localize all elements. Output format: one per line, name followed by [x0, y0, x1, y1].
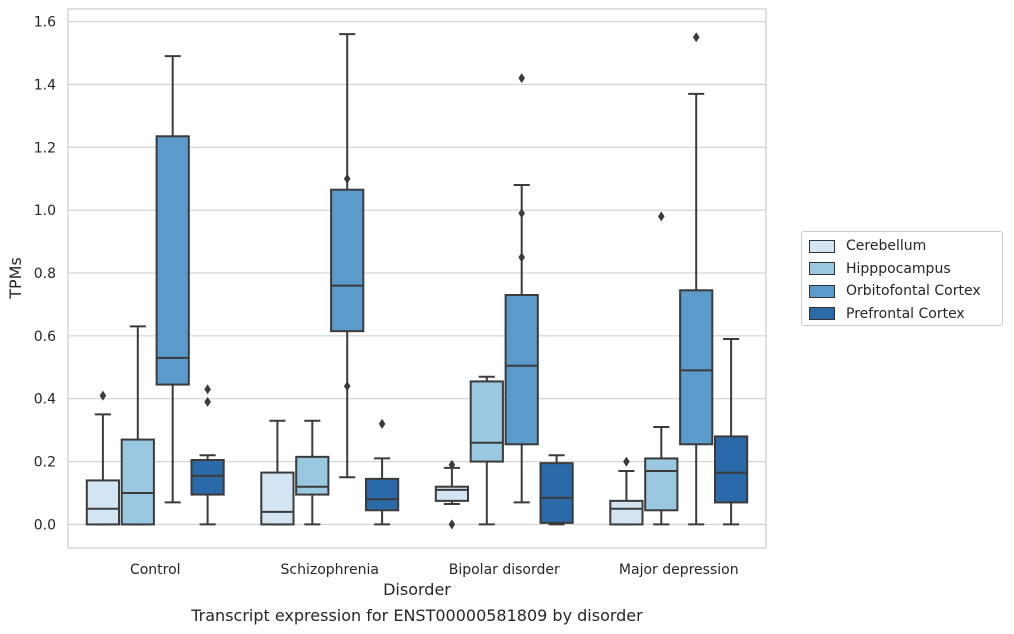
box-prefrontal-cortex-0	[190, 384, 225, 526]
box-iqr	[609, 499, 644, 526]
y-axis-label: TPMs	[6, 257, 25, 300]
outlier-point	[658, 211, 665, 222]
outlier-point	[623, 456, 630, 467]
legend-item: Prefrontal Cortex	[809, 303, 1002, 326]
x-tick-label: Major depression	[619, 562, 739, 578]
box-iqr	[644, 457, 679, 512]
box-iqr	[364, 477, 400, 512]
box-cerebellum-1	[260, 419, 295, 526]
box-iqr	[713, 435, 749, 504]
plot-area-frame	[67, 8, 767, 549]
x-tick-label: Control	[130, 562, 181, 578]
y-tick-label: 1.6	[34, 15, 56, 31]
box-orbitofontal-cortex-3	[679, 32, 714, 526]
box-iqr	[539, 462, 574, 524]
box-cerebellum-2	[434, 459, 470, 530]
box-iqr	[469, 380, 504, 463]
box-layer	[85, 32, 749, 530]
box-iqr	[434, 485, 470, 502]
box-prefrontal-cortex-3	[713, 338, 749, 526]
box-iqr	[330, 188, 365, 333]
legend-swatch	[809, 307, 835, 321]
outlier-point	[518, 252, 525, 263]
outlier-point	[99, 390, 107, 401]
figure-caption: Transcript expression for ENST0000058180…	[191, 606, 643, 625]
box-iqr	[260, 471, 295, 526]
outlier-point	[518, 208, 525, 219]
outlier-point	[343, 381, 351, 392]
box-hipppocampus-1	[295, 419, 330, 526]
legend-swatch	[809, 262, 835, 276]
legend-item: Cerebellum	[809, 235, 1002, 258]
box-cerebellum-3	[609, 456, 644, 526]
y-tick-label: 1.0	[34, 203, 56, 219]
box-iqr	[155, 135, 190, 386]
x-axis-label: Disorder	[383, 580, 451, 599]
y-tick-label: 0.4	[34, 392, 56, 408]
x-axis-ticks: Control Schizophrenia Bipolar disorder Majo…	[130, 562, 739, 578]
y-tick-label: 1.4	[34, 77, 56, 93]
outlier-point	[448, 459, 456, 470]
box-prefrontal-cortex-2	[539, 454, 574, 526]
legend-item: Orbitofontal Cortex	[809, 280, 1002, 303]
outlier-point	[692, 32, 700, 43]
box-prefrontal-cortex-1	[364, 418, 400, 526]
box-orbitofontal-cortex-1	[330, 33, 365, 479]
outlier-point	[378, 418, 386, 429]
legend-swatch	[809, 284, 835, 298]
legend-swatch	[809, 239, 835, 253]
box-iqr	[679, 289, 714, 446]
legend-label: Prefrontal Cortex	[846, 305, 965, 322]
box-iqr	[190, 459, 225, 496]
y-tick-label: 0.8	[34, 266, 56, 282]
box-orbitofontal-cortex-2	[504, 73, 539, 504]
y-axis-ticks: 0.0 0.2 0.4 0.6 0.8 1.0 1.2 1.4 1.6	[34, 15, 56, 534]
outlier-point	[343, 173, 351, 184]
legend: Cerebellum Hipppocampus Orbitofontal Corte…	[801, 231, 1003, 326]
box-iqr	[120, 438, 155, 526]
box-iqr	[295, 455, 330, 496]
y-tick-label: 1.2	[34, 140, 56, 156]
y-tick-label: 0.6	[34, 329, 56, 345]
box-iqr	[85, 479, 121, 526]
box-cerebellum-0	[85, 390, 121, 526]
box-hipppocampus-3	[644, 211, 679, 526]
legend-label: Hipppocampus	[846, 260, 951, 277]
legend-item: Hipppocampus	[809, 258, 1002, 281]
box-iqr	[504, 294, 539, 446]
outlier-point	[204, 384, 211, 395]
x-tick-label: Schizophrenia	[281, 562, 379, 578]
y-tick-label: 0.0	[34, 517, 56, 533]
y-tick-label: 0.2	[34, 455, 56, 471]
box-hipppocampus-0	[120, 325, 155, 526]
legend-label: Orbitofontal Cortex	[846, 283, 981, 300]
box-hipppocampus-2	[469, 375, 504, 526]
x-tick-label: Bipolar disorder	[449, 562, 560, 578]
legend-label: Cerebellum	[846, 238, 927, 255]
box-orbitofontal-cortex-0	[155, 55, 190, 504]
outlier-point	[518, 73, 525, 84]
outlier-point	[448, 519, 456, 530]
outlier-point	[204, 396, 211, 407]
